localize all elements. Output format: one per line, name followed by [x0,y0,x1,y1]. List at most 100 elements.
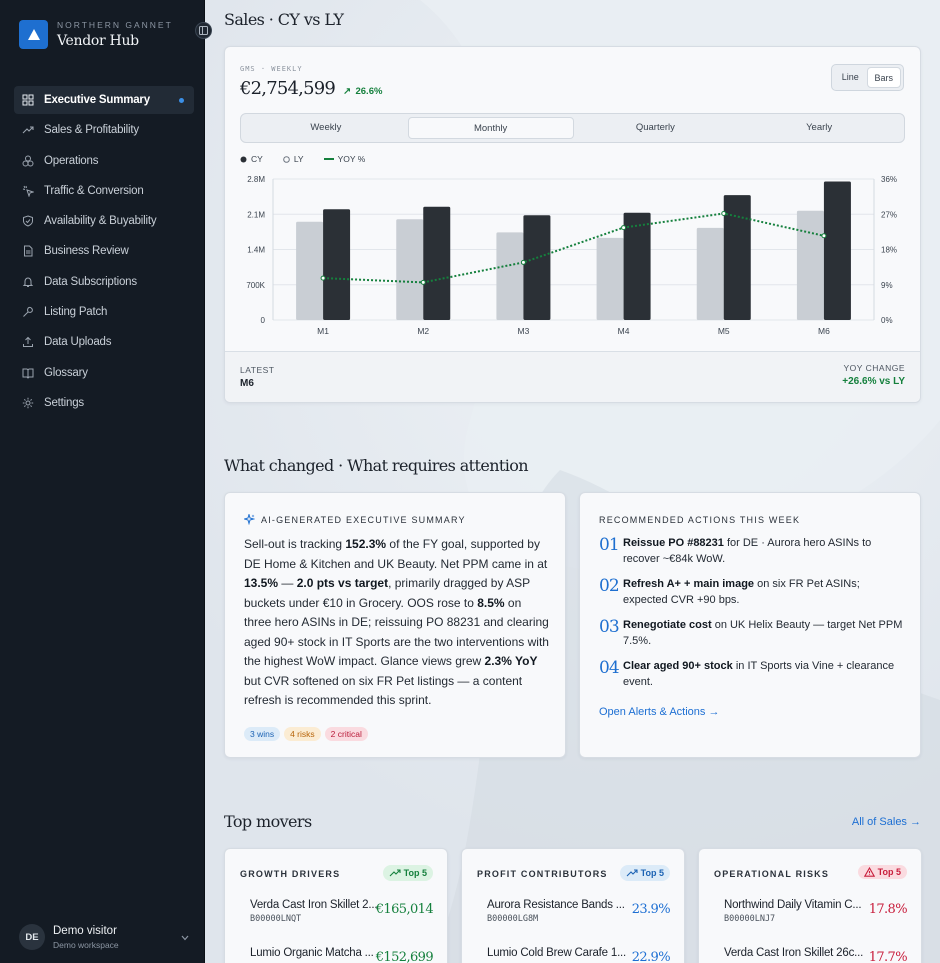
action-rest: on six FR Pet ASINs; expected CVR +90 bp… [623,578,860,606]
trend-up-icon [22,124,34,136]
summary-highlight: 13.5% [244,576,279,590]
yoy-point-m4 [621,225,627,231]
sidebar-item-business-review[interactable]: Business Review [14,237,194,265]
sidebar-item-label: Executive Summary [44,94,150,106]
document-icon [22,245,34,257]
movers-card-growth-drivers: GROWTH DRIVERS Top 5 Verda Cast Iron Skill… [224,848,448,963]
user-name: Demo visitor [53,924,117,937]
bar-ly-m5 [696,227,724,320]
y2-tick-label: 36% [881,175,897,184]
bar-ly-m2 [396,219,424,320]
tab-yearly[interactable]: Yearly [806,122,833,133]
user-menu[interactable]: DE Demo visitor Demo workspace [19,922,189,952]
sidebar-item-label: Sales & Profitability [44,124,139,137]
status-pill[interactable]: 4 risks [284,727,321,741]
sidebar-collapse-icon[interactable] [195,22,212,39]
x-tick-label: M4 [618,326,630,336]
legend-cy[interactable]: CY [240,154,273,164]
top5-badge[interactable]: Top 5 [857,865,907,879]
yoy-point-m1 [320,275,326,281]
top5-badge[interactable]: Top 5 [382,865,433,881]
action-rest: for DE · Aurora hero ASINs to recover ~€… [623,537,872,565]
y-tick-label: 0 [261,316,266,325]
mover-asin: B00000LNQT [250,914,302,924]
movers-card-title: OPERATIONAL RISKS [714,869,830,879]
sidebar-item-label: Data Uploads [44,336,112,349]
action-item: 02 Refresh A+ + main image on six FR Pet … [599,576,905,608]
sidebar-item-executive-summary[interactable]: Executive Summary [14,86,194,114]
status-pill[interactable]: 3 wins [244,727,281,741]
triangle-logo-icon [19,20,48,49]
sidebar-item-data-uploads[interactable]: Data Uploads [14,328,194,356]
actions-title: RECOMMENDED ACTIONS THIS WEEK [599,515,801,525]
legend-ly[interactable]: LY [283,154,314,164]
bar-cy-m5 [723,195,751,320]
mover-row[interactable]: Verda Cast Iron Skillet 26c... 17.7% [724,947,908,963]
sidebar-item-traffic-conversion[interactable]: Traffic & Conversion [14,177,194,205]
sidebar-item-label: Operations [44,154,99,167]
movers-card-profit-contributors: PROFIT CONTRIBUTORS Top 5 Aurora Resistanc… [461,848,685,963]
mover-row[interactable]: Aurora Resistance Bands ... B00000LG8M 23.… [487,899,671,924]
book-icon [22,367,34,379]
sidebar-item-sales-profitability[interactable]: Sales & Profitability [14,116,194,144]
sidebar-item-listing-patch[interactable]: Listing Patch [14,298,194,326]
action-number: 02 [599,576,620,596]
y-tick-label: 1.4M [247,246,265,255]
mover-value: €152,699 [375,950,434,963]
badge-label: Top 5 [640,868,664,878]
sidebar-item-settings[interactable]: Settings [14,389,194,417]
upload-icon [22,336,34,348]
action-bold: Clear aged 90+ stock [623,660,733,672]
action-text: Renegotiate cost on UK Helix Beauty — ta… [623,617,905,649]
brand-subtitle: NORTHERN GANNET [57,20,173,30]
ai-summary-card: AI-GENERATED EXECUTIVE SUMMARY Sell-out … [224,492,566,758]
active-indicator-dot [179,98,184,103]
tab-monthly[interactable]: Monthly [407,117,574,139]
summary-highlight: 2.3% YoY [484,654,538,668]
mover-row[interactable]: Verda Cast Iron Skillet 2... B00000LNQT €1… [250,899,434,924]
bar-ly-m3 [496,232,524,320]
sidebar-item-label: Listing Patch [44,306,108,319]
action-text: Reissue PO #88231 for DE · Aurora hero A… [623,535,905,567]
toggle-bars[interactable]: Bars [866,67,901,88]
summary-highlight: 152.3% [345,537,387,551]
status-pill[interactable]: 2 critical [324,727,368,741]
bar-cy-m1 [323,209,351,320]
top5-badge[interactable]: Top 5 [619,865,670,881]
bar-cy-m3 [523,215,551,320]
boxes-icon [22,155,34,167]
main-content: Sales · CY vs LY GMS · WEEKLY €2,754,599… [205,0,940,963]
brand[interactable]: NORTHERN GANNET Vendor Hub [19,20,173,49]
all-sales-link[interactable]: All of Sales → [851,816,921,828]
sidebar-item-operations[interactable]: Operations [14,147,194,175]
mover-product-name: Lumio Organic Matcha ... [250,947,374,959]
chart-footer: LATEST M6 YOY CHANGE +26.6% vs LY [225,351,920,402]
mover-product-name: Verda Cast Iron Skillet 26c... [724,947,864,959]
mover-row[interactable]: Lumio Cold Brew Carafe 1... 22.9% [487,947,671,963]
sidebar-item-availability-buyability[interactable]: Availability & Buyability [14,207,194,235]
sidebar-item-data-subscriptions[interactable]: Data Subscriptions [14,268,194,296]
chart-type-toggle: Line Bars [831,64,904,91]
sales-section-title: Sales · CY vs LY [224,10,344,29]
bar-ly-m4 [596,237,624,320]
gear-icon [22,397,34,409]
yoy-label: YOY CHANGE [843,363,905,373]
action-number: 01 [599,535,620,555]
chart-legend: CY LY YOY % [240,154,385,164]
ai-summary-title: AI-GENERATED EXECUTIVE SUMMARY [261,514,466,525]
open-alerts-link[interactable]: Open Alerts & Actions → [599,706,720,718]
tab-weekly[interactable]: Weekly [310,122,342,133]
user-workspace: Demo workspace [53,939,119,950]
latest-label: LATEST [240,365,275,375]
shield-icon [22,215,34,227]
toggle-line[interactable]: Line [841,72,859,82]
sidebar-item-glossary[interactable]: Glossary [14,359,194,387]
mover-row[interactable]: Lumio Organic Matcha ... €152,699 [250,947,434,963]
tab-quarterly[interactable]: Quarterly [635,122,675,133]
legend-yoy[interactable]: YOY % [323,154,376,164]
bar-ly-m1 [296,221,324,320]
mover-row[interactable]: Northwind Daily Vitamin C... B00000LNJ7 17… [724,899,908,924]
action-bold: Refresh A+ + main image [623,578,755,590]
grid-icon [22,94,34,106]
sales-total-value: €2,754,599 [240,78,336,99]
